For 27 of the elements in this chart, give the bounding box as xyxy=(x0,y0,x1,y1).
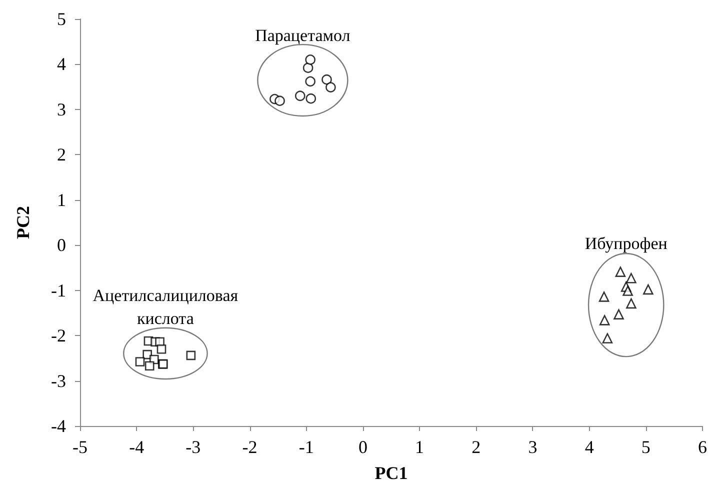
series-label: Ибупрофен xyxy=(584,233,668,256)
x-tick-label: -5 xyxy=(72,437,88,457)
y-tick-label: 0 xyxy=(57,235,66,256)
series-label: Ацетилсалициловая кислота xyxy=(92,284,240,330)
y-tick-label: 2 xyxy=(57,144,66,165)
x-tick-label: 4 xyxy=(584,437,594,457)
x-axis-title: PC1 xyxy=(374,463,408,483)
x-tick-label: 0 xyxy=(358,437,368,457)
y-tick-label: -2 xyxy=(51,326,66,346)
x-tick-label: -2 xyxy=(242,437,258,457)
y-tick-label: 5 xyxy=(57,9,66,29)
series-label: Парацетамол xyxy=(255,24,350,47)
y-tick-label: -3 xyxy=(51,370,66,391)
x-tick-label: -1 xyxy=(298,437,314,457)
x-tick-label: 2 xyxy=(472,437,481,457)
x-tick-label: 6 xyxy=(698,437,707,457)
y-tick-label: 3 xyxy=(57,99,66,120)
y-tick-label: -4 xyxy=(51,416,66,436)
x-tick-label: 1 xyxy=(415,437,424,457)
y-tick-label: 1 xyxy=(57,190,66,210)
x-tick-label: 5 xyxy=(641,437,650,457)
x-tick-label: -3 xyxy=(186,437,201,457)
x-tick-label: -4 xyxy=(129,437,144,457)
x-tick-label: 3 xyxy=(528,437,538,457)
y-tick-label: 4 xyxy=(57,54,66,74)
y-tick-label: -1 xyxy=(51,280,66,300)
y-axis-title: PC2 xyxy=(13,206,33,239)
